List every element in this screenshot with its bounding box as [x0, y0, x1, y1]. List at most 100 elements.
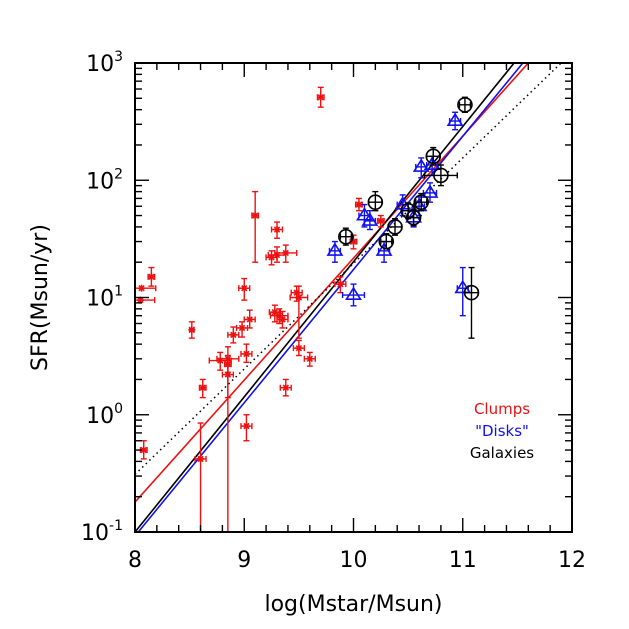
- galaxies-point: [457, 96, 473, 113]
- galaxies-marker: [457, 97, 473, 113]
- clumps-point: [270, 221, 284, 239]
- clumps-marker-stroke: [377, 217, 385, 225]
- y-tick-exponent: 2: [114, 166, 123, 182]
- clumps-point: [147, 266, 156, 287]
- y-tick-label: 102: [86, 166, 123, 194]
- clumps-marker-stroke: [188, 326, 196, 334]
- disks-marker: [454, 279, 472, 294]
- clumps-marker-stroke: [350, 238, 357, 245]
- y-tick-label: 10-1: [81, 518, 123, 546]
- disks-point: [412, 157, 430, 179]
- clumps-marker-stroke: [246, 316, 253, 323]
- clumps-marker-stroke: [282, 249, 289, 257]
- clumps-marker-stroke: [273, 226, 281, 233]
- galaxies-point: [387, 217, 403, 236]
- clumps-marker-stroke: [282, 384, 289, 391]
- disks-point: [361, 209, 379, 231]
- disks-marker: [326, 242, 344, 256]
- galaxies-point: [423, 164, 458, 187]
- legend-entry-clumps: Clumps: [474, 400, 530, 418]
- clumps-point: [240, 414, 253, 442]
- fit-line-disks: [137, 63, 524, 532]
- disks-marker: [421, 184, 439, 198]
- disks-point: [326, 240, 344, 263]
- y-tick-exponent: 0: [114, 401, 123, 417]
- clumps-marker-stroke: [271, 308, 279, 316]
- clumps-point: [276, 310, 289, 329]
- galaxies-point: [413, 192, 430, 212]
- clumps-point: [303, 351, 316, 367]
- disks-marker: [345, 286, 362, 301]
- y-tick-exponent: 1: [114, 284, 123, 300]
- clumps-point: [188, 321, 196, 339]
- galaxies-marker: [405, 209, 422, 226]
- clumps-point: [292, 339, 306, 357]
- galaxies-marker: [367, 194, 384, 210]
- galaxies-marker: [463, 284, 480, 301]
- axis-ticks: [134, 62, 573, 533]
- clumps-point: [274, 244, 298, 263]
- clumps-point: [334, 276, 347, 294]
- clumps-marker-stroke: [306, 355, 313, 362]
- galaxies-point: [367, 190, 384, 212]
- clumps-point: [251, 190, 260, 263]
- x-axis-label: log(Mstar/Msun): [264, 592, 442, 617]
- clumps-point: [221, 365, 235, 399]
- clumps-marker-stroke: [243, 422, 250, 430]
- galaxies-point: [405, 209, 422, 227]
- disks-marker: [412, 158, 430, 172]
- clumps-point: [227, 326, 240, 344]
- clumps-point: [235, 321, 249, 338]
- x-tick-label: 10: [340, 548, 368, 573]
- galaxies-marker: [378, 233, 395, 250]
- clumps-marker-stroke: [295, 294, 303, 301]
- legend-entry-disks: "Disks": [475, 422, 529, 440]
- clumps-marker-stroke: [138, 285, 145, 292]
- clumps-point: [135, 284, 157, 292]
- y-tick-exponent: 3: [114, 49, 123, 65]
- galaxies-marker: [387, 219, 403, 235]
- galaxies-point: [463, 266, 480, 339]
- y-tick-base: 10: [86, 404, 114, 429]
- clumps-point: [243, 309, 256, 329]
- disks-marker: [446, 112, 464, 127]
- disks-point: [341, 283, 366, 307]
- clumps-marker-stroke: [241, 285, 248, 292]
- galaxies-point: [338, 227, 354, 246]
- y-tick-label: 103: [86, 49, 123, 77]
- clumps-point: [289, 285, 309, 339]
- clumps-point: [376, 214, 385, 228]
- legend: Clumps "Disks" Galaxies: [470, 400, 534, 462]
- legend-entry-galaxies: Galaxies: [470, 444, 534, 462]
- x-tick-label: 12: [558, 548, 586, 573]
- disks-marker: [361, 212, 379, 226]
- clumps-marker-stroke: [197, 455, 204, 463]
- disks-point: [454, 266, 472, 317]
- x-tick-label: 9: [237, 548, 251, 573]
- fit-line-galaxies: [135, 63, 515, 532]
- galaxies-marker: [413, 194, 430, 210]
- clumps-marker-stroke: [243, 350, 250, 358]
- x-tick-label: 8: [128, 548, 142, 573]
- galaxies-marker: [338, 228, 354, 245]
- clumps-marker-stroke: [230, 331, 237, 339]
- clumps-marker-stroke: [251, 212, 259, 219]
- clumps-marker-stroke: [355, 201, 363, 208]
- clumps-point: [240, 343, 253, 364]
- galaxies-point: [425, 146, 442, 166]
- clumps-point: [198, 378, 207, 399]
- galaxies-point: [378, 233, 395, 250]
- fit-line-reference: [135, 63, 562, 475]
- x-tick-labels: 8 9 10 11 12: [128, 548, 586, 573]
- y-tick-base: 10: [86, 169, 114, 194]
- clumps-marker-stroke: [137, 296, 144, 304]
- clumps-marker-stroke: [279, 316, 286, 323]
- clumps-marker-stroke: [148, 273, 155, 281]
- clumps-marker-stroke: [199, 384, 206, 391]
- y-tick-label: 100: [86, 401, 123, 429]
- x-tick-label: 11: [449, 548, 477, 573]
- galaxies-marker: [433, 167, 449, 184]
- clumps-marker-stroke: [295, 344, 303, 352]
